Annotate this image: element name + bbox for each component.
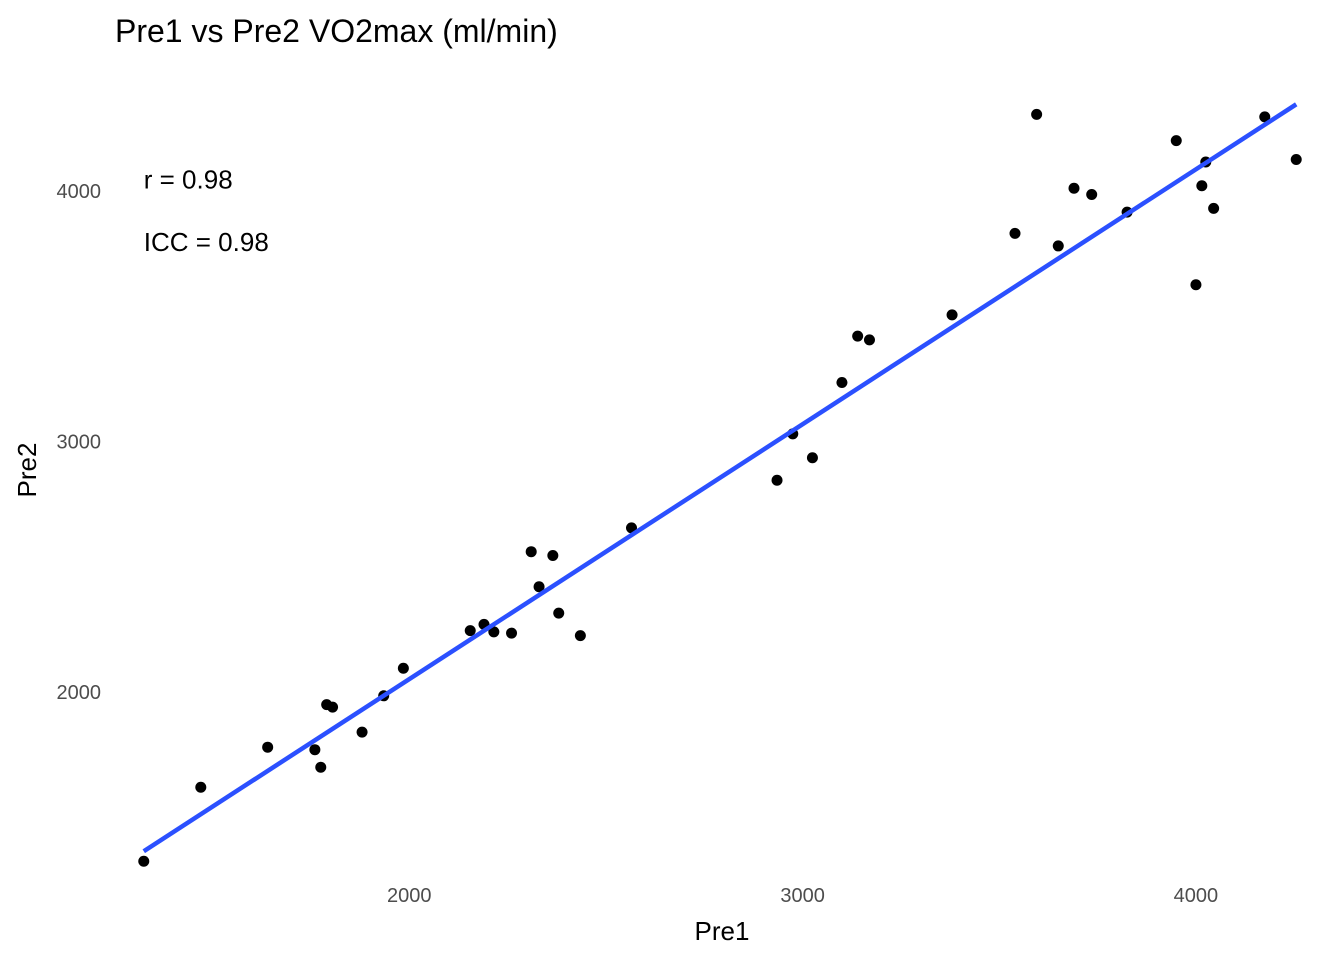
x-tick-label: 3000 — [780, 885, 825, 907]
data-point — [863, 334, 875, 346]
data-point — [1031, 108, 1043, 120]
data-point — [525, 546, 537, 558]
data-point — [1259, 111, 1271, 123]
data-point — [1190, 279, 1202, 291]
data-point — [315, 761, 327, 773]
annotation-label: ICC = 0.98 — [144, 227, 269, 257]
x-tick-label: 4000 — [1174, 885, 1219, 907]
data-point — [464, 625, 476, 637]
x-axis-title: Pre1 — [695, 916, 750, 946]
data-point — [771, 474, 783, 486]
regression-line — [142, 102, 1298, 854]
y-tick-label: 4000 — [57, 181, 102, 203]
data-point — [262, 741, 274, 753]
x-tick-label: 2000 — [387, 885, 432, 907]
annotations: r = 0.98 ICC = 0.98 — [144, 164, 269, 257]
data-point — [1009, 227, 1021, 239]
data-point — [1170, 135, 1182, 147]
data-point — [1208, 202, 1220, 214]
y-tick-label: 2000 — [57, 682, 102, 704]
data-point — [138, 855, 150, 867]
data-point — [195, 781, 207, 793]
data-point — [397, 662, 409, 674]
data-point — [1086, 189, 1098, 201]
data-point — [547, 549, 559, 561]
y-tick-label: 3000 — [57, 431, 102, 453]
data-point — [1068, 182, 1080, 194]
data-point — [327, 701, 339, 713]
y-axis-ticks: 2000 3000 4000 — [57, 181, 102, 704]
chart-title: Pre1 vs Pre2 VO2max (ml/min) — [115, 13, 558, 49]
data-point — [309, 744, 321, 756]
annotation-label: r = 0.98 — [144, 164, 233, 194]
data-point — [506, 627, 518, 639]
data-point — [946, 309, 958, 321]
data-point — [806, 452, 818, 464]
data-point — [574, 630, 586, 642]
data-point — [488, 626, 500, 638]
data-point — [1052, 240, 1064, 252]
x-axis-ticks: 2000 3000 4000 — [387, 885, 1218, 907]
data-point — [1196, 180, 1208, 192]
data-point — [626, 522, 637, 534]
data-point — [533, 581, 545, 593]
data-point — [836, 377, 848, 389]
data-point — [356, 726, 368, 738]
y-axis-title: Pre2 — [12, 443, 42, 498]
data-point — [852, 330, 864, 342]
data-point — [1290, 153, 1302, 165]
data-point — [553, 607, 565, 619]
